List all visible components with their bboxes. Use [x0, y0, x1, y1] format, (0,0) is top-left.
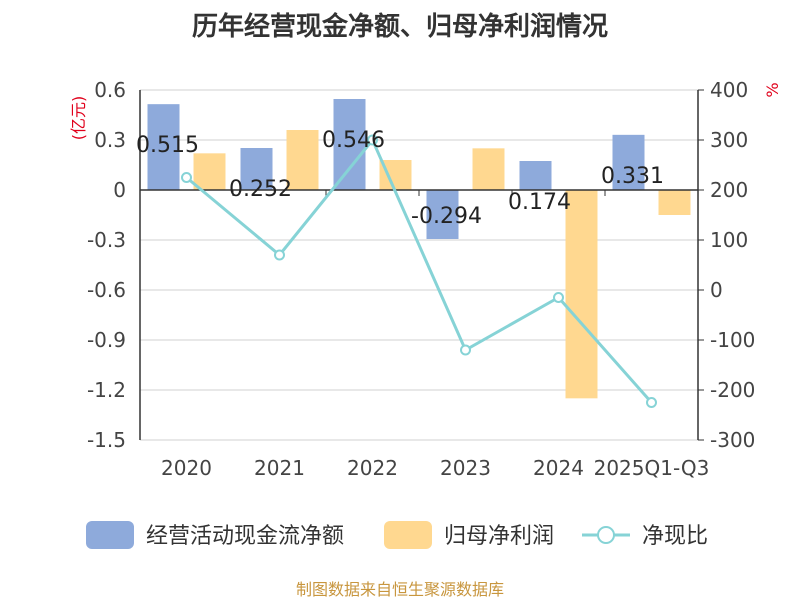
legend-swatch-ratio-marker	[597, 526, 615, 544]
ratio-point	[460, 344, 471, 356]
source-note: 制图数据来自恒生聚源数据库	[296, 580, 504, 599]
left-tick-label: -0.9	[87, 328, 126, 352]
cashflow-data-label: -0.294	[411, 204, 482, 229]
netprofit-bar	[565, 190, 598, 399]
bars	[147, 99, 691, 399]
cashflow-data-label: 0.252	[229, 177, 292, 202]
right-tick-label: -200	[710, 378, 755, 402]
x-tick-label: 2022	[347, 456, 398, 480]
cashflow-bar	[333, 99, 366, 190]
grid-lines	[140, 89, 698, 441]
ratio-point	[367, 134, 378, 146]
ratio-point	[553, 292, 564, 303]
cashflow-data-label: 0.515	[136, 133, 199, 158]
ratio-line-path	[185, 137, 653, 404]
legend-label-ratio: 净现比	[642, 524, 708, 549]
right-tick-label: -100	[710, 328, 755, 352]
right-tick-label: 300	[710, 128, 748, 152]
netprofit-bar	[658, 190, 691, 215]
left-tick-label: 0.6	[94, 78, 126, 102]
left-tick-label: -1.2	[87, 378, 126, 402]
legend-swatch-netprofit	[384, 521, 432, 549]
axes	[139, 90, 699, 440]
right-axis-unit: %	[763, 82, 782, 97]
left-axis-ticks: 0.6 0.3 0 -0.3 -0.6 -0.9 -1.2 -1.5	[87, 78, 126, 452]
right-tick-label: 200	[710, 178, 748, 202]
right-axis-ticks: 400 300 200 100 0 -100 -200 -300	[698, 78, 755, 452]
chart-title: 历年经营现金净额、归母净利润情况	[192, 11, 608, 42]
left-tick-label: -1.5	[87, 428, 126, 452]
legend-label-cashflow: 经营活动现金流净额	[146, 524, 344, 549]
legend-label-netprofit: 归母净利润	[444, 524, 554, 549]
cashflow-data-label: 0.546	[322, 128, 385, 153]
cashflow-bar	[519, 161, 552, 190]
x-tick-label: 2023	[440, 456, 491, 480]
cashflow-data-label: 0.174	[508, 190, 571, 215]
cashflow-data-label: 0.331	[601, 164, 664, 189]
netprofit-bar	[193, 153, 226, 190]
x-tick-label: 2024	[533, 456, 584, 480]
left-tick-label: 0.3	[94, 128, 126, 152]
ratio-point	[181, 172, 192, 183]
left-tick-label: -0.6	[87, 278, 126, 302]
ratio-line	[181, 134, 657, 408]
cashflow-bar	[147, 104, 180, 190]
ratio-point	[274, 249, 285, 261]
right-tick-label: -300	[710, 428, 755, 452]
left-tick-label: -0.3	[87, 228, 126, 252]
cashflow-bar	[240, 148, 273, 190]
cashflow-bar	[426, 190, 459, 239]
data-labels: 0.515 0.252 0.546 -0.294 0.174 0.331	[136, 128, 664, 229]
x-tick-label: 2021	[254, 456, 305, 480]
x-tick-label: 2020	[161, 456, 212, 480]
left-axis-unit: (亿元)	[69, 96, 88, 141]
ratio-point	[646, 397, 657, 408]
right-tick-label: 400	[710, 78, 748, 102]
right-tick-label: 100	[710, 228, 748, 252]
x-axis-ticks: 2020 2021 2022 2023 2024 2025Q1-Q3	[161, 456, 709, 480]
left-tick-label: 0	[113, 178, 126, 202]
legend-swatch-cashflow	[86, 521, 134, 549]
right-tick-label: 0	[710, 278, 723, 302]
legend: 经营活动现金流净额 归母净利润 净现比	[86, 521, 708, 549]
netprofit-bar	[472, 148, 505, 190]
x-tick-label: 2025Q1-Q3	[594, 456, 710, 480]
netprofit-bar	[286, 130, 319, 190]
cashflow-bar	[612, 134, 645, 190]
